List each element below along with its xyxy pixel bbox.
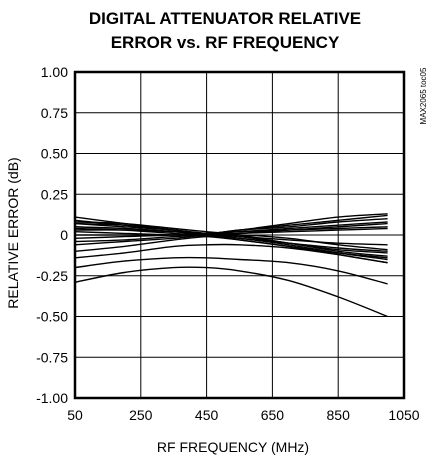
y-tick-label: -0.75 xyxy=(36,349,68,365)
grid xyxy=(75,72,404,398)
x-tick-label: 450 xyxy=(195,407,219,423)
y-axis-label: RELATIVE ERROR (dB) xyxy=(5,157,21,308)
y-tick-label: 1.00 xyxy=(41,64,68,80)
y-tick-labels: 1.00 0.75 0.50 0.25 0 -0.25 -0.50 -0.75 -1.00 xyxy=(36,64,68,406)
x-tick-label: 650 xyxy=(261,407,285,423)
series-line xyxy=(74,234,388,252)
y-tick-label: -0.50 xyxy=(36,309,68,325)
x-tick-label: 50 xyxy=(67,407,83,423)
chart-title-line-1: DIGITAL ATTENUATOR RELATIVE xyxy=(89,9,361,28)
x-tick-label: 850 xyxy=(327,407,351,423)
series-line xyxy=(74,243,388,264)
y-tick-label: -1.00 xyxy=(36,390,68,406)
y-tick-label: 0.50 xyxy=(41,146,68,162)
y-tick-label: -0.25 xyxy=(36,268,68,284)
series-line xyxy=(74,221,388,254)
series-line xyxy=(74,256,388,285)
chart-title-line-2: ERROR vs. RF FREQUENCY xyxy=(111,33,340,52)
y-tick-label: 0.75 xyxy=(41,105,68,121)
plot-frame xyxy=(73,70,406,400)
x-tick-labels: 50 250 450 650 850 1050 xyxy=(67,407,420,423)
series-line xyxy=(74,266,388,318)
series-line xyxy=(74,231,388,259)
figure-id: MAX2065 toc05 xyxy=(419,67,428,124)
y-tick-label: 0 xyxy=(60,227,68,243)
y-tick-label: 0.25 xyxy=(41,186,68,202)
series-group xyxy=(74,213,388,318)
x-tick-label: 250 xyxy=(129,407,153,423)
x-axis-label: RF FREQUENCY (MHz) xyxy=(157,439,309,455)
x-tick-label: 1050 xyxy=(388,407,419,423)
series-line xyxy=(74,222,388,246)
